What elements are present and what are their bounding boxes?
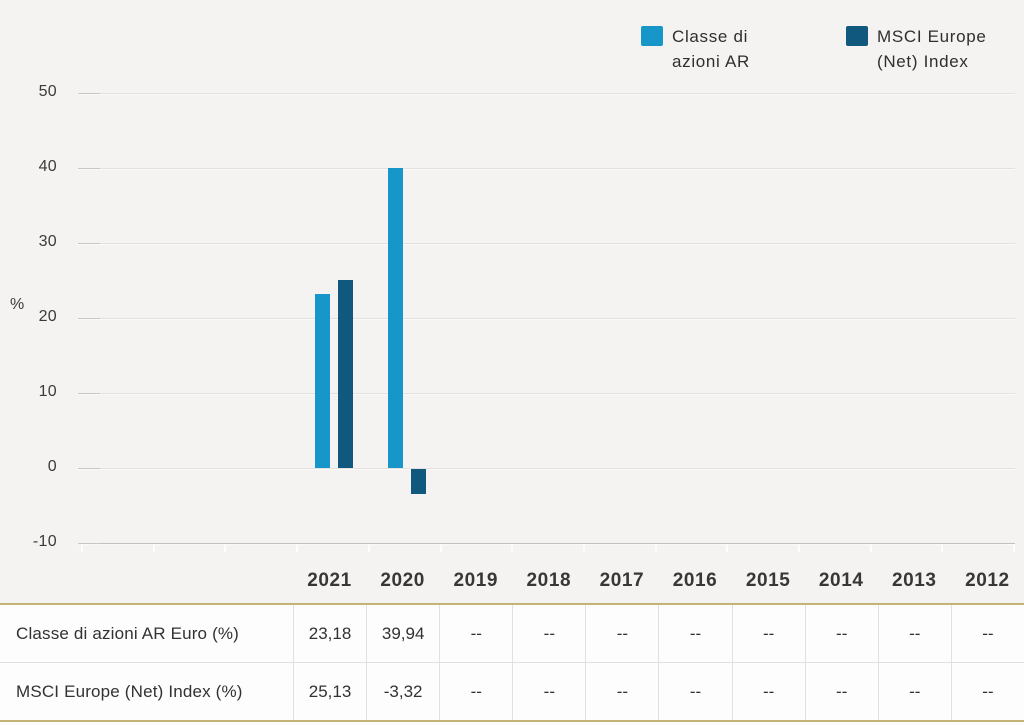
- year-header-2015: 2015: [745, 570, 791, 591]
- legend-item-share-class: Classe di azioni AR: [641, 24, 762, 74]
- year-header-2012: 2012: [965, 570, 1010, 591]
- cell-2019: --: [439, 605, 512, 662]
- year-header-row: 2021 2020 2019 2018 2017 2016 2015 2014 2013 2012: [0, 561, 1024, 601]
- cell-2017: --: [585, 605, 658, 662]
- cell-2014: --: [804, 663, 878, 720]
- cell-2017: --: [585, 663, 658, 720]
- gridline--10: [78, 543, 1015, 545]
- bar-msci-europe-net-index-2020: [410, 469, 426, 494]
- x-axis-tick: [81, 545, 83, 552]
- row-label: MSCI Europe (Net) Index (%): [16, 681, 243, 701]
- table-row: Classe di azioni AR Euro (%) 23,18 39,94 --…: [0, 605, 1024, 663]
- bar-msci-europe-net-index-2021: [337, 279, 353, 468]
- x-axis-tick: [869, 545, 872, 552]
- bar-classe-di-azioni-ar-2020: [387, 168, 403, 468]
- cell-2014: --: [804, 605, 878, 662]
- x-axis-tick: [582, 545, 585, 552]
- year-header-2019: 2019: [453, 570, 499, 591]
- row-label: Classe di azioni AR Euro (%): [16, 623, 240, 643]
- year-header-2018: 2018: [526, 570, 572, 591]
- cell-2012: --: [950, 605, 1024, 662]
- gridline-10: [78, 393, 1015, 395]
- cell-2012: --: [950, 663, 1024, 720]
- cell-2016: --: [658, 605, 731, 662]
- cell-2018: --: [512, 605, 585, 662]
- y-tick-label-10: 10: [38, 383, 57, 400]
- cell-2015: --: [731, 663, 805, 720]
- table-row: MSCI Europe (Net) Index (%) 25,13 -3,32 -- -…: [0, 663, 1024, 722]
- year-header-2021: 2021: [307, 570, 352, 591]
- y-tick-30: [78, 243, 100, 244]
- x-axis-tick: [1013, 545, 1016, 552]
- x-axis-tick: [654, 545, 657, 552]
- year-header-2014: 2014: [818, 570, 864, 591]
- gridline-0: [78, 468, 1015, 470]
- cell-2021: 25,13: [293, 663, 366, 720]
- cell-2021: 23,18: [293, 605, 366, 662]
- y-tick-label-40: 40: [38, 158, 57, 175]
- gridline-30: [78, 243, 1015, 245]
- year-header-2017: 2017: [599, 570, 645, 591]
- gridline-40: [78, 168, 1015, 170]
- cell-2019: --: [439, 663, 512, 720]
- cell-2015: --: [731, 605, 805, 662]
- x-axis-tick: [439, 545, 442, 552]
- x-axis-tick: [224, 545, 227, 552]
- y-tick-label-30: 30: [38, 233, 57, 250]
- legend-item-benchmark: MSCI Europe (Net) Index: [846, 24, 997, 74]
- y-tick-10: [78, 393, 100, 394]
- x-axis-tick: [798, 545, 800, 552]
- bar-classe-di-azioni-ar-2021: [314, 294, 330, 468]
- gridline-50: [78, 93, 1015, 95]
- gridline-20: [78, 318, 1015, 320]
- x-axis-tick: [296, 545, 299, 552]
- x-axis-tick: [367, 545, 370, 552]
- x-axis-tick: [726, 545, 729, 552]
- y-tick-label--10: -10: [32, 533, 57, 550]
- cell-2016: --: [658, 663, 731, 720]
- y-tick-label-20: 20: [38, 308, 57, 325]
- year-header-2020: 2020: [380, 570, 425, 591]
- cell-2018: --: [512, 663, 585, 720]
- x-axis-tick: [152, 545, 155, 552]
- legend-label-share-class: Classe di azioni AR: [672, 27, 750, 71]
- y-tick-20: [78, 318, 100, 319]
- x-axis-tick: [941, 545, 944, 552]
- x-axis-tick: [511, 545, 514, 552]
- cell-2013: --: [877, 663, 951, 720]
- cell-2020: 39,94: [366, 605, 439, 662]
- year-header-2016: 2016: [672, 570, 718, 591]
- y-tick-label-0: 0: [47, 458, 57, 475]
- y-tick-40: [78, 168, 100, 169]
- performance-table: Classe di azioni AR Euro (%) 23,18 39,94 --…: [0, 603, 1024, 725]
- y-axis-title: %: [10, 296, 25, 313]
- y-tick-label-50: 50: [38, 83, 57, 100]
- legend-swatch-share-class: [641, 26, 663, 46]
- y-tick--10: [78, 543, 100, 544]
- y-tick-0: [78, 468, 100, 469]
- cell-2013: --: [877, 605, 951, 662]
- legend-swatch-benchmark: [846, 26, 868, 46]
- y-tick-50: [78, 93, 100, 94]
- legend-label-benchmark: MSCI Europe (Net) Index: [877, 27, 987, 71]
- year-header-2013: 2013: [892, 570, 937, 591]
- cell-2020: -3,32: [366, 663, 439, 720]
